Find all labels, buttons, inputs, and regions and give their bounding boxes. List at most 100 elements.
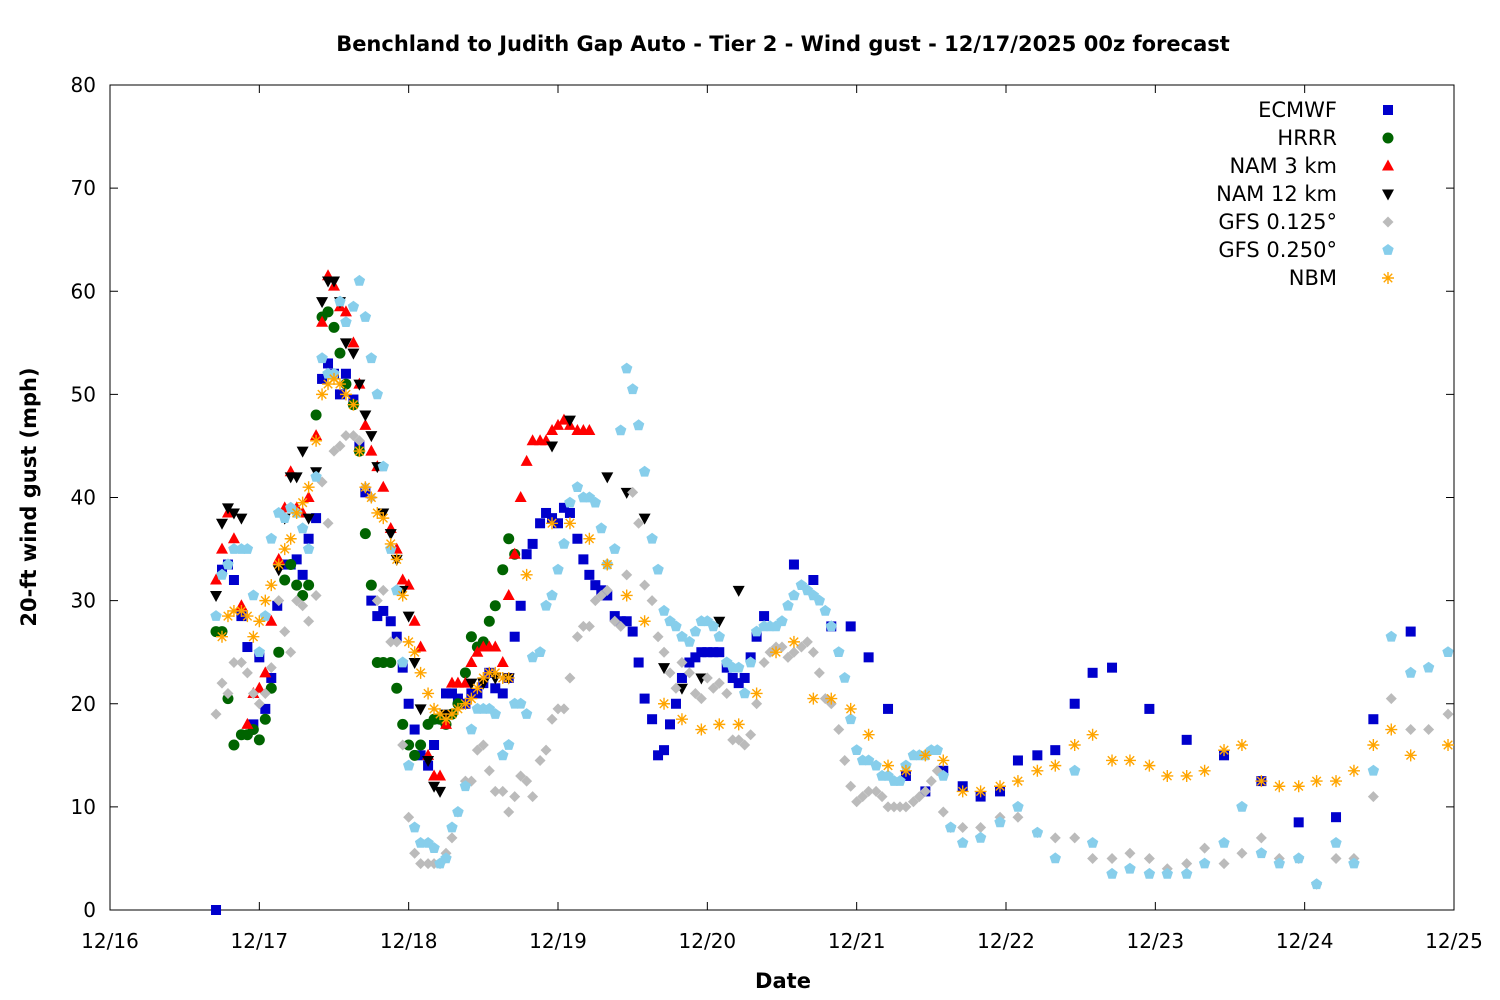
data-point — [1218, 858, 1230, 870]
data-point — [414, 837, 427, 848]
data-point — [558, 703, 570, 715]
data-point — [408, 646, 421, 659]
data-point — [1012, 755, 1023, 766]
legend-marker — [1382, 272, 1394, 284]
data-point — [489, 666, 502, 679]
data-point — [937, 754, 950, 767]
data-point — [310, 470, 322, 482]
data-point — [639, 579, 651, 591]
data-point — [303, 615, 315, 627]
data-point — [210, 708, 222, 720]
data-point — [713, 616, 726, 628]
data-point — [422, 687, 435, 700]
data-point — [222, 558, 234, 570]
data-point — [459, 676, 472, 688]
data-point — [632, 419, 645, 431]
data-point — [1405, 666, 1417, 678]
data-point — [452, 806, 464, 817]
data-point — [974, 831, 987, 843]
data-point — [241, 667, 253, 679]
data-point — [957, 822, 969, 833]
data-point — [638, 615, 651, 628]
data-point — [546, 517, 559, 530]
data-point — [851, 744, 863, 755]
data-point — [695, 723, 708, 736]
data-point — [994, 816, 1006, 828]
data-point — [744, 656, 757, 668]
data-point — [647, 714, 658, 725]
data-point — [434, 786, 447, 798]
data-point — [235, 604, 248, 617]
data-point — [665, 719, 675, 730]
data-point — [739, 672, 750, 683]
data-point — [503, 533, 515, 545]
data-point — [615, 620, 627, 632]
data-point — [1367, 791, 1379, 803]
data-point — [564, 507, 575, 518]
data-point — [365, 579, 377, 591]
legend-marker — [1382, 159, 1394, 171]
data-point — [627, 626, 638, 637]
data-point — [1086, 728, 1099, 741]
data-point — [882, 759, 895, 772]
data-point — [1347, 764, 1360, 777]
data-point — [377, 480, 390, 492]
data-point — [919, 749, 932, 762]
data-point — [975, 822, 987, 833]
data-point — [259, 687, 271, 699]
data-point — [291, 579, 303, 591]
data-point — [440, 852, 452, 864]
data-point — [552, 703, 564, 715]
data-point — [1087, 667, 1098, 678]
data-point — [690, 652, 701, 663]
data-point — [801, 636, 813, 648]
data-point — [259, 594, 272, 607]
data-point — [1124, 862, 1136, 874]
data-point — [1049, 852, 1061, 864]
data-point — [259, 713, 271, 725]
data-point — [1011, 775, 1024, 788]
data-point — [273, 595, 285, 607]
data-point — [546, 589, 558, 601]
data-point — [297, 600, 309, 612]
data-point — [1404, 749, 1417, 762]
data-point — [1086, 837, 1099, 848]
data-point — [1198, 764, 1211, 777]
data-point — [520, 568, 533, 581]
data-point — [652, 631, 664, 643]
axis-ticks: 0 10 20 30 40 50 60 70 80 12/16 12/17 12/18 12/19 12/… — [71, 73, 1483, 953]
data-point — [658, 663, 671, 675]
data-point — [316, 315, 329, 327]
data-point — [782, 599, 794, 611]
legend-label: ECMWF — [1258, 98, 1337, 122]
data-point — [253, 646, 265, 657]
data-point — [339, 388, 352, 401]
data-point — [403, 759, 415, 771]
data-point — [328, 445, 340, 457]
data-point — [296, 496, 309, 509]
chart-title: Benchland to Judith Gap Auto - Tier 2 - … — [336, 32, 1230, 56]
data-point — [526, 651, 539, 663]
data-point — [429, 740, 440, 750]
data-point — [739, 687, 751, 699]
data-point — [721, 687, 733, 699]
data-point — [347, 336, 360, 348]
data-point — [428, 842, 440, 853]
data-point — [371, 595, 383, 607]
data-point — [696, 647, 707, 658]
data-point — [708, 647, 719, 658]
legend-marker — [1382, 132, 1394, 144]
data-point — [503, 739, 515, 750]
data-point — [221, 610, 234, 623]
data-point — [228, 657, 240, 668]
x-tick-label: 12/21 — [828, 929, 886, 953]
data-point — [638, 513, 651, 525]
data-point — [408, 614, 421, 626]
data-point — [228, 739, 240, 751]
data-point — [328, 321, 340, 333]
data-point — [862, 728, 875, 741]
legend-marker — [1382, 244, 1394, 255]
data-point — [558, 537, 570, 549]
data-point — [652, 563, 664, 575]
